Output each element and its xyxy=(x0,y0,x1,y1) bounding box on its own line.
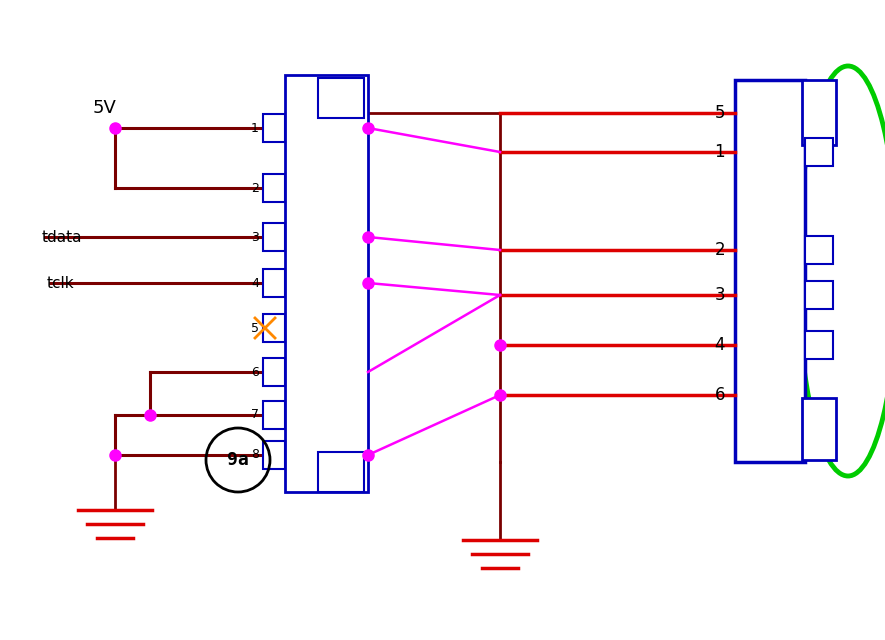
Text: 2: 2 xyxy=(714,241,725,259)
Bar xyxy=(805,138,833,166)
Text: 7: 7 xyxy=(251,408,259,422)
Text: tdata: tdata xyxy=(42,230,82,244)
Text: 3: 3 xyxy=(714,286,725,304)
Text: 2: 2 xyxy=(251,182,259,195)
Text: tclk: tclk xyxy=(47,275,74,291)
Bar xyxy=(263,358,285,386)
Bar xyxy=(263,174,285,202)
Text: 9a: 9a xyxy=(227,451,249,469)
Bar xyxy=(802,398,836,460)
Text: 1: 1 xyxy=(714,143,725,161)
Text: 4: 4 xyxy=(251,276,259,289)
Bar xyxy=(263,269,285,297)
Text: 6: 6 xyxy=(251,365,259,378)
Text: 3: 3 xyxy=(251,230,259,243)
Bar xyxy=(805,331,833,359)
Text: 6: 6 xyxy=(714,386,725,404)
Bar xyxy=(735,80,805,462)
Bar xyxy=(263,401,285,429)
Bar xyxy=(318,452,364,492)
Bar xyxy=(802,80,836,145)
Text: 8: 8 xyxy=(251,449,259,461)
Bar xyxy=(285,75,368,492)
Bar xyxy=(263,114,285,142)
Text: 5: 5 xyxy=(714,104,725,122)
Bar xyxy=(805,281,833,309)
Text: 1: 1 xyxy=(251,122,259,134)
Text: 4: 4 xyxy=(714,336,725,354)
Bar xyxy=(263,223,285,251)
Bar xyxy=(263,441,285,469)
Bar xyxy=(318,78,364,118)
Bar xyxy=(805,236,833,264)
Text: 5: 5 xyxy=(251,321,259,335)
Text: 5V: 5V xyxy=(93,99,117,117)
Bar xyxy=(263,314,285,342)
